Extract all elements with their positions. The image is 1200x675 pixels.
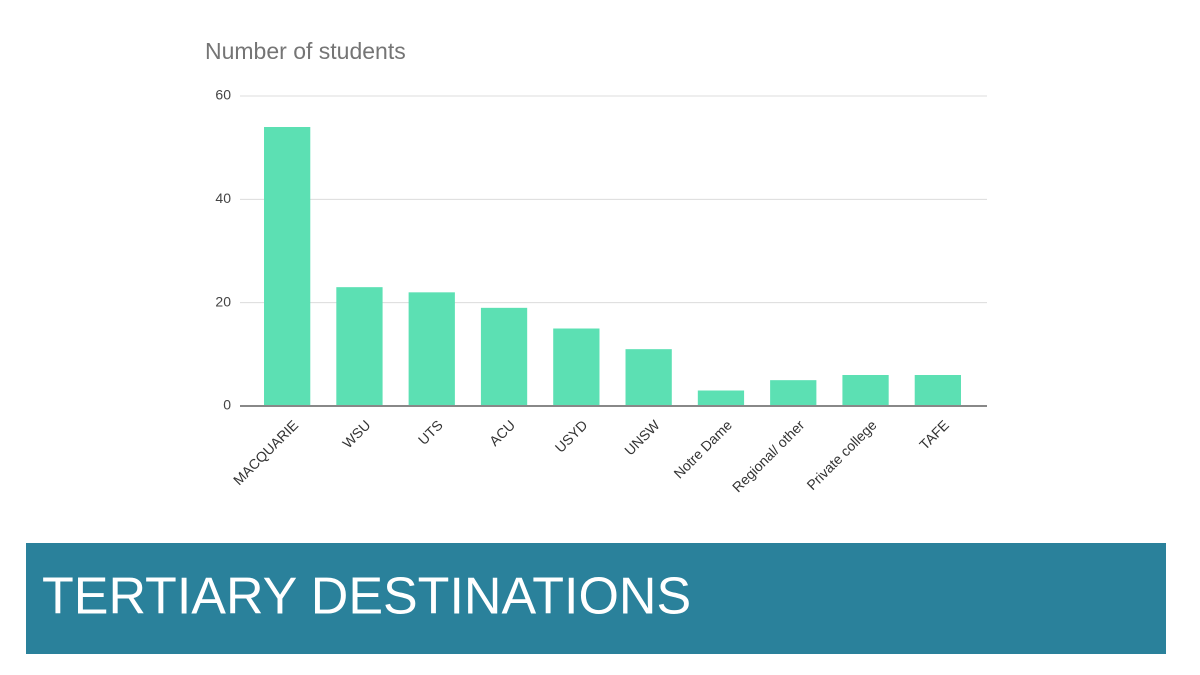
x-tick-label: Private college	[803, 417, 879, 493]
banner-title: TERTIARY DESTINATIONS	[42, 568, 691, 626]
x-tick-label: ACU	[486, 417, 518, 449]
bar	[914, 375, 961, 406]
bar	[408, 292, 455, 406]
bar	[842, 375, 889, 406]
bar	[553, 328, 600, 406]
x-tick-label: UNSW	[621, 416, 663, 458]
chart-title: Number of students	[205, 38, 406, 64]
bar	[770, 380, 817, 406]
bar	[697, 390, 745, 406]
x-tick-label: Notre Dame	[670, 417, 735, 482]
bar	[625, 349, 672, 406]
y-tick-label: 0	[223, 397, 231, 413]
banner	[26, 543, 1166, 654]
bar	[336, 287, 383, 406]
x-tick-label: UTS	[415, 417, 446, 448]
x-tick-label: TAFE	[916, 417, 952, 453]
y-tick-label: 20	[215, 293, 231, 309]
x-tick-label: MACQUARIE	[230, 417, 301, 488]
x-tick-label: WSU	[339, 417, 373, 451]
x-tick-label: USYD	[552, 417, 591, 456]
bar	[264, 127, 311, 406]
y-tick-label: 60	[215, 87, 231, 103]
x-tick-label: Regional/ other	[729, 417, 808, 496]
y-tick-label: 40	[215, 190, 231, 206]
bar	[480, 307, 528, 406]
